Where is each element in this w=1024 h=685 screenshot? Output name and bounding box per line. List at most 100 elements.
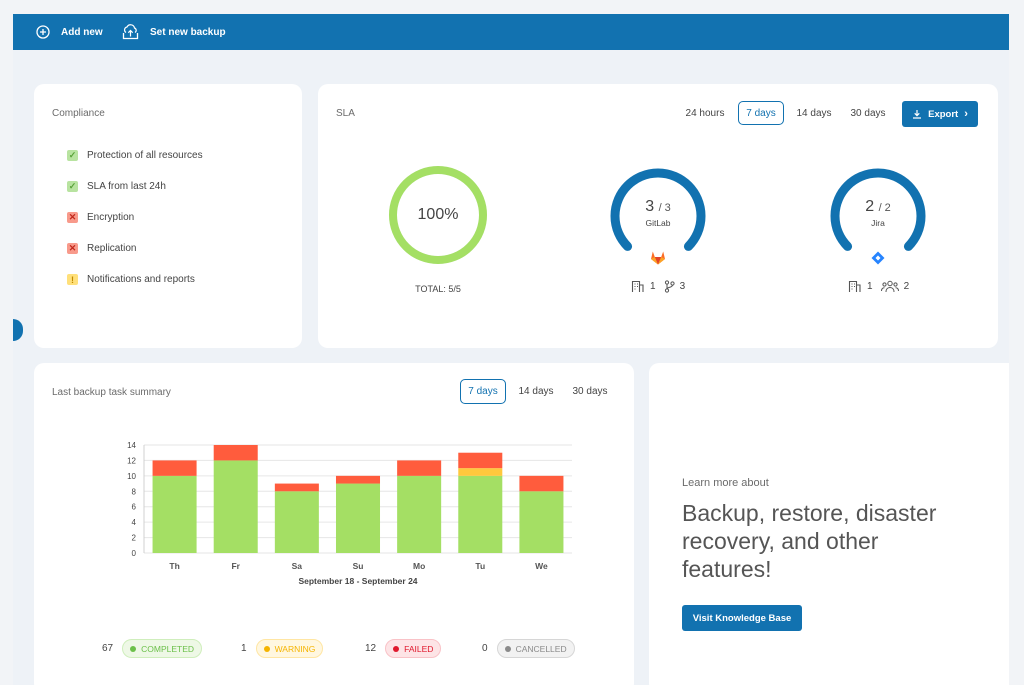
set-new-backup-label: Set new backup (150, 26, 226, 38)
bar-segment (335, 483, 381, 553)
sla-range-24h[interactable]: 24 hours (685, 107, 725, 119)
badge-label: COMPLETED (141, 643, 195, 654)
gitlab-repo-count: 3 (679, 281, 686, 292)
stat-warning: 1 WARNING (241, 639, 324, 658)
visit-knowledge-base-button[interactable]: Visit Knowledge Base (682, 605, 802, 631)
backup-bar-chart: 0 2 4 6 8 10 12 14 Th Fr Sa Su Mo Tu We September 18 - … (127, 441, 572, 586)
compliance-label: SLA from last 24h (87, 181, 166, 192)
organization-icon (848, 280, 861, 292)
sla-range-30d[interactable]: 30 days (850, 107, 886, 119)
export-label: Export (928, 108, 959, 120)
bar-segment (274, 491, 319, 553)
gitlab-count-value: 3 (645, 198, 655, 215)
x-tick-label: Tu (475, 561, 485, 571)
y-tick-label: 4 (132, 518, 137, 527)
download-icon (913, 110, 922, 119)
top-toolbar: Add new Set new backup (13, 14, 1009, 50)
x-axis-label: September 18 - September 24 (298, 576, 417, 586)
gitlab-name: GitLab (645, 218, 671, 228)
stat-cancelled: 0 CANCELLED (482, 639, 575, 658)
organization-icon (631, 280, 644, 292)
y-tick-label: 8 (132, 487, 137, 496)
sla-card: SLA 24 hours 7 days 14 days 30 days Expo… (318, 84, 998, 348)
x-tick-label: Su (353, 561, 364, 571)
sidebar-toggle[interactable] (13, 319, 23, 341)
x-tick-label: Fr (231, 561, 240, 571)
gitlab-sla-gauge (610, 168, 706, 251)
summary-range-7d[interactable]: 7 days (460, 379, 506, 404)
jira-count: 2 / 2 (828, 198, 928, 216)
bar-segment (458, 475, 503, 553)
learn-more-label: Learn more about (682, 477, 769, 489)
compliance-item-notifications: ! Notifications and reports (67, 274, 195, 285)
gitlab-logo-icon (651, 251, 665, 265)
sla-range-7d[interactable]: 7 days (738, 101, 784, 125)
bar-segment (397, 475, 442, 553)
plus-circle-icon (36, 25, 50, 39)
summary-title: Last backup task summary (52, 387, 171, 398)
stat-count: 1 (241, 643, 247, 654)
status-dot (393, 645, 400, 652)
y-tick-label: 12 (127, 456, 136, 465)
bar-segment (152, 460, 197, 476)
compliance-label: Notifications and reports (87, 274, 195, 285)
compliance-label: Encryption (87, 212, 135, 223)
failed-badge: FAILED (385, 639, 442, 658)
bar-segment (458, 452, 503, 469)
learn-more-headline: Backup, restore, disaster recovery, and … (682, 500, 937, 582)
badge-label: WARNING (274, 643, 316, 654)
compliance-label: Protection of all resources (87, 150, 203, 161)
bar-segment (458, 468, 503, 476)
jira-user-count: 2 (903, 281, 910, 292)
compliance-item-replication: ✕ Replication (67, 243, 136, 254)
summary-range-14d[interactable]: 14 days (518, 386, 554, 397)
jira-sla-arc (830, 168, 926, 251)
backup-summary-card: Last backup task summary 7 days 14 days … (34, 363, 634, 685)
badge-label: FAILED (404, 643, 434, 654)
warning-icon: ! (67, 274, 78, 285)
compliance-item-sla: ✓ SLA from last 24h (67, 181, 166, 192)
x-tick-label: We (535, 561, 548, 571)
x-tick-label: Th (169, 561, 179, 571)
set-new-backup-button[interactable]: Set new backup (122, 19, 226, 45)
cloud-upload-icon (122, 24, 139, 40)
bar-segment (213, 445, 258, 461)
stat-failed: 12 FAILED (365, 639, 442, 658)
gitlab-count: 3 / 3 (608, 198, 708, 216)
chevron-right-icon: › (964, 108, 968, 120)
branch-icon (664, 280, 675, 293)
stat-count: 67 (102, 643, 114, 654)
jira-sla-gauge (830, 168, 926, 251)
y-tick-label: 14 (127, 441, 136, 450)
total-label: TOTAL: 5/5 (415, 284, 461, 294)
badge-label: CANCELLED (515, 643, 567, 654)
y-tick-label: 2 (132, 534, 137, 543)
bar-segment (519, 491, 564, 553)
bar-segment (152, 475, 197, 553)
sla-range-14d[interactable]: 14 days (796, 107, 832, 119)
warning-badge: WARNING (255, 639, 324, 658)
app-window: Add new Set new backup Compliance ✓ Prot… (13, 14, 1009, 685)
bar-segment (213, 460, 258, 553)
users-icon (880, 280, 899, 293)
jira-stats: 1 2 (848, 280, 909, 293)
status-dot (130, 645, 137, 652)
jira-count-value: 2 (865, 198, 875, 215)
compliance-card: Compliance ✓ Protection of all resources… (34, 84, 302, 348)
status-dot (504, 645, 511, 652)
compliance-item-encryption: ✕ Encryption (67, 212, 134, 223)
bar-segment (519, 475, 564, 492)
jira-count-total: / 2 (878, 202, 891, 214)
x-tick-label: Sa (292, 561, 303, 571)
bar-segment (335, 475, 381, 484)
gitlab-count-total: / 3 (658, 202, 671, 214)
bar-segment (274, 483, 319, 492)
add-new-button[interactable]: Add new (36, 19, 103, 45)
jira-org-count: 1 (867, 281, 873, 292)
jira-logo-icon (871, 251, 885, 265)
export-button[interactable]: Export › (902, 101, 978, 127)
check-icon: ✓ (67, 181, 78, 192)
total-sla-ring (389, 166, 487, 264)
summary-range-30d[interactable]: 30 days (572, 386, 608, 397)
compliance-title: Compliance (52, 108, 105, 119)
